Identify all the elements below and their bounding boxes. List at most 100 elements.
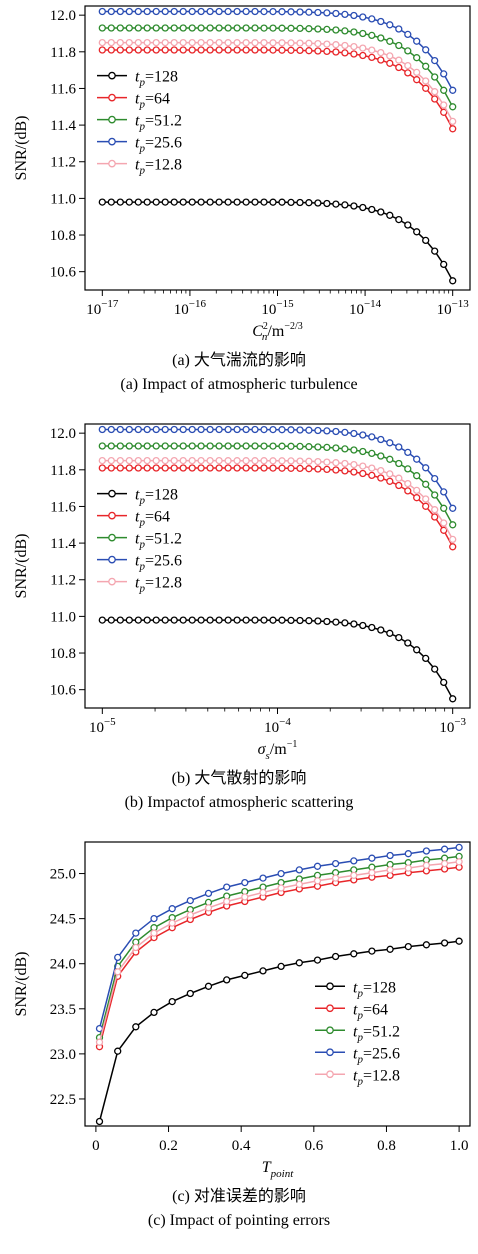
data-point xyxy=(116,38,124,47)
data-point xyxy=(197,198,205,206)
y-tick-label: 11.2 xyxy=(50,573,76,589)
data-point xyxy=(233,39,241,47)
data-point xyxy=(440,70,448,78)
data-point xyxy=(314,457,322,466)
data-point xyxy=(422,861,431,870)
data-point xyxy=(287,198,295,207)
data-point xyxy=(152,24,160,32)
legend-label: tp=128 xyxy=(135,69,178,89)
data-point xyxy=(260,46,268,54)
data-point xyxy=(233,442,241,450)
data-point xyxy=(368,15,376,23)
data-point xyxy=(323,40,331,48)
data-point xyxy=(368,31,376,40)
data-point xyxy=(188,198,196,206)
data-point xyxy=(150,914,158,923)
data-point xyxy=(287,426,295,434)
data-point xyxy=(260,39,268,47)
data-point xyxy=(377,435,385,444)
data-point xyxy=(287,457,295,465)
data-point xyxy=(377,34,385,42)
data-point xyxy=(116,616,124,624)
data-point xyxy=(359,462,367,470)
x-axis-label: C2 n/m−2/3 xyxy=(252,321,302,343)
data-point xyxy=(287,616,295,625)
data-point xyxy=(242,457,250,465)
data-point xyxy=(224,457,232,465)
data-point xyxy=(350,28,358,36)
data-point xyxy=(197,24,205,32)
data-point xyxy=(332,48,340,56)
data-point xyxy=(332,444,340,452)
data-point xyxy=(413,455,421,463)
legend-marker xyxy=(108,577,116,586)
data-point xyxy=(305,47,313,55)
data-point xyxy=(269,457,277,465)
data-point xyxy=(295,880,303,889)
data-point xyxy=(413,76,421,84)
data-point xyxy=(313,862,322,870)
data-point xyxy=(331,859,340,868)
data-point xyxy=(431,88,439,96)
data-point xyxy=(296,457,304,465)
data-point xyxy=(186,896,194,905)
data-point xyxy=(413,486,421,495)
x-tick-label: 10−5 xyxy=(89,716,116,736)
data-point xyxy=(206,198,214,206)
data-point xyxy=(313,877,322,885)
x-tick-label: 10−4 xyxy=(264,716,291,736)
data-point xyxy=(386,59,394,67)
data-point xyxy=(277,869,285,878)
legend-marker xyxy=(326,1004,334,1013)
data-point xyxy=(305,617,313,625)
data-point xyxy=(368,46,376,54)
data-point xyxy=(188,442,196,450)
chart-panel-a: 10.6 10.8 11.0 11.2 11.4 11.6 11.8 12.0 10−17 10−… xyxy=(0,0,478,418)
data-point xyxy=(179,46,187,54)
data-point xyxy=(143,46,151,54)
data-point xyxy=(197,456,205,465)
y-tick-label: 11.4 xyxy=(50,536,76,552)
data-point xyxy=(206,616,214,624)
data-point xyxy=(287,464,295,472)
data-point xyxy=(278,46,286,54)
data-point xyxy=(197,38,205,47)
data-point xyxy=(440,939,449,947)
chart-panel-b: 10.6 10.8 11.0 11.2 11.4 11.6 11.8 12.0 10−5 10−4… xyxy=(0,418,478,836)
x-tick-label: 10−3 xyxy=(439,716,466,736)
data-point xyxy=(233,7,241,16)
data-point xyxy=(215,456,223,465)
y-tick-label: 10.8 xyxy=(50,228,76,244)
data-point xyxy=(431,665,439,673)
legend-label: tp=64 xyxy=(353,1001,388,1021)
y-axis-label: SNR/(dB) xyxy=(13,534,30,599)
data-point xyxy=(223,976,231,984)
data-point xyxy=(168,905,176,913)
data-point xyxy=(368,854,376,862)
data-point xyxy=(242,24,250,32)
data-point xyxy=(206,24,214,32)
data-point xyxy=(179,7,187,16)
data-point xyxy=(224,616,232,624)
data-point xyxy=(204,982,213,990)
data-point xyxy=(395,474,403,482)
data-point xyxy=(107,464,115,472)
data-point xyxy=(206,464,214,472)
legend-label: tp=51.2 xyxy=(135,531,182,551)
data-point xyxy=(455,937,463,945)
data-point xyxy=(422,941,431,949)
data-point xyxy=(188,46,196,54)
data-point xyxy=(259,874,267,882)
data-point xyxy=(251,616,259,624)
data-point xyxy=(116,456,124,465)
data-point xyxy=(233,425,241,434)
data-point xyxy=(440,86,448,94)
data-point xyxy=(368,623,376,632)
x-tick-label: 0 xyxy=(92,1138,100,1154)
y-tick-label: 11.6 xyxy=(50,499,76,515)
data-point xyxy=(395,633,403,642)
data-point xyxy=(278,24,286,32)
data-point xyxy=(332,9,340,18)
legend-label: tp=25.6 xyxy=(353,1045,400,1065)
data-point xyxy=(449,117,457,126)
